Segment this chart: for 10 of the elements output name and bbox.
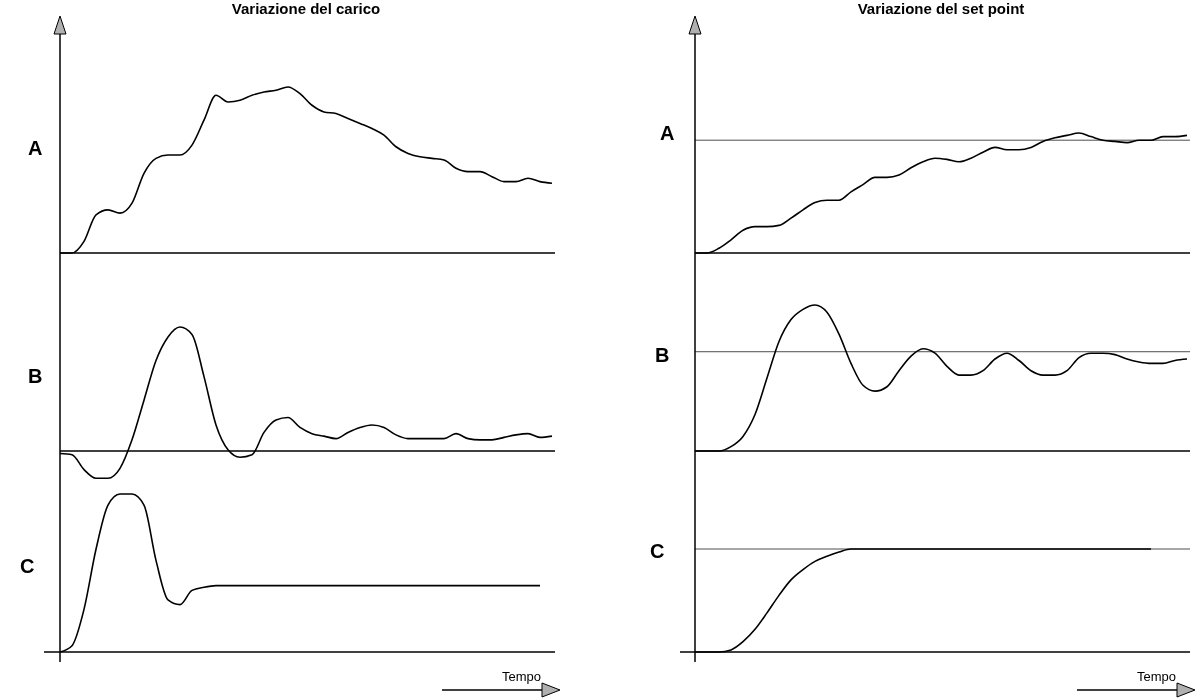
x-axis-title: Tempo: [502, 669, 542, 684]
y-axis-title: B: [28, 365, 43, 387]
y-axis-title: A: [28, 137, 43, 159]
chart-title: Variazione del set point: [857, 0, 1025, 17]
y-axis-title: A: [660, 122, 675, 144]
y-axis-title: B: [655, 344, 670, 366]
x-axis-title: Tempo: [1137, 669, 1177, 684]
y-axis-title: C: [20, 555, 35, 577]
chart-title: Variazione del carico: [231, 0, 381, 17]
y-axis-title: C: [650, 540, 665, 562]
